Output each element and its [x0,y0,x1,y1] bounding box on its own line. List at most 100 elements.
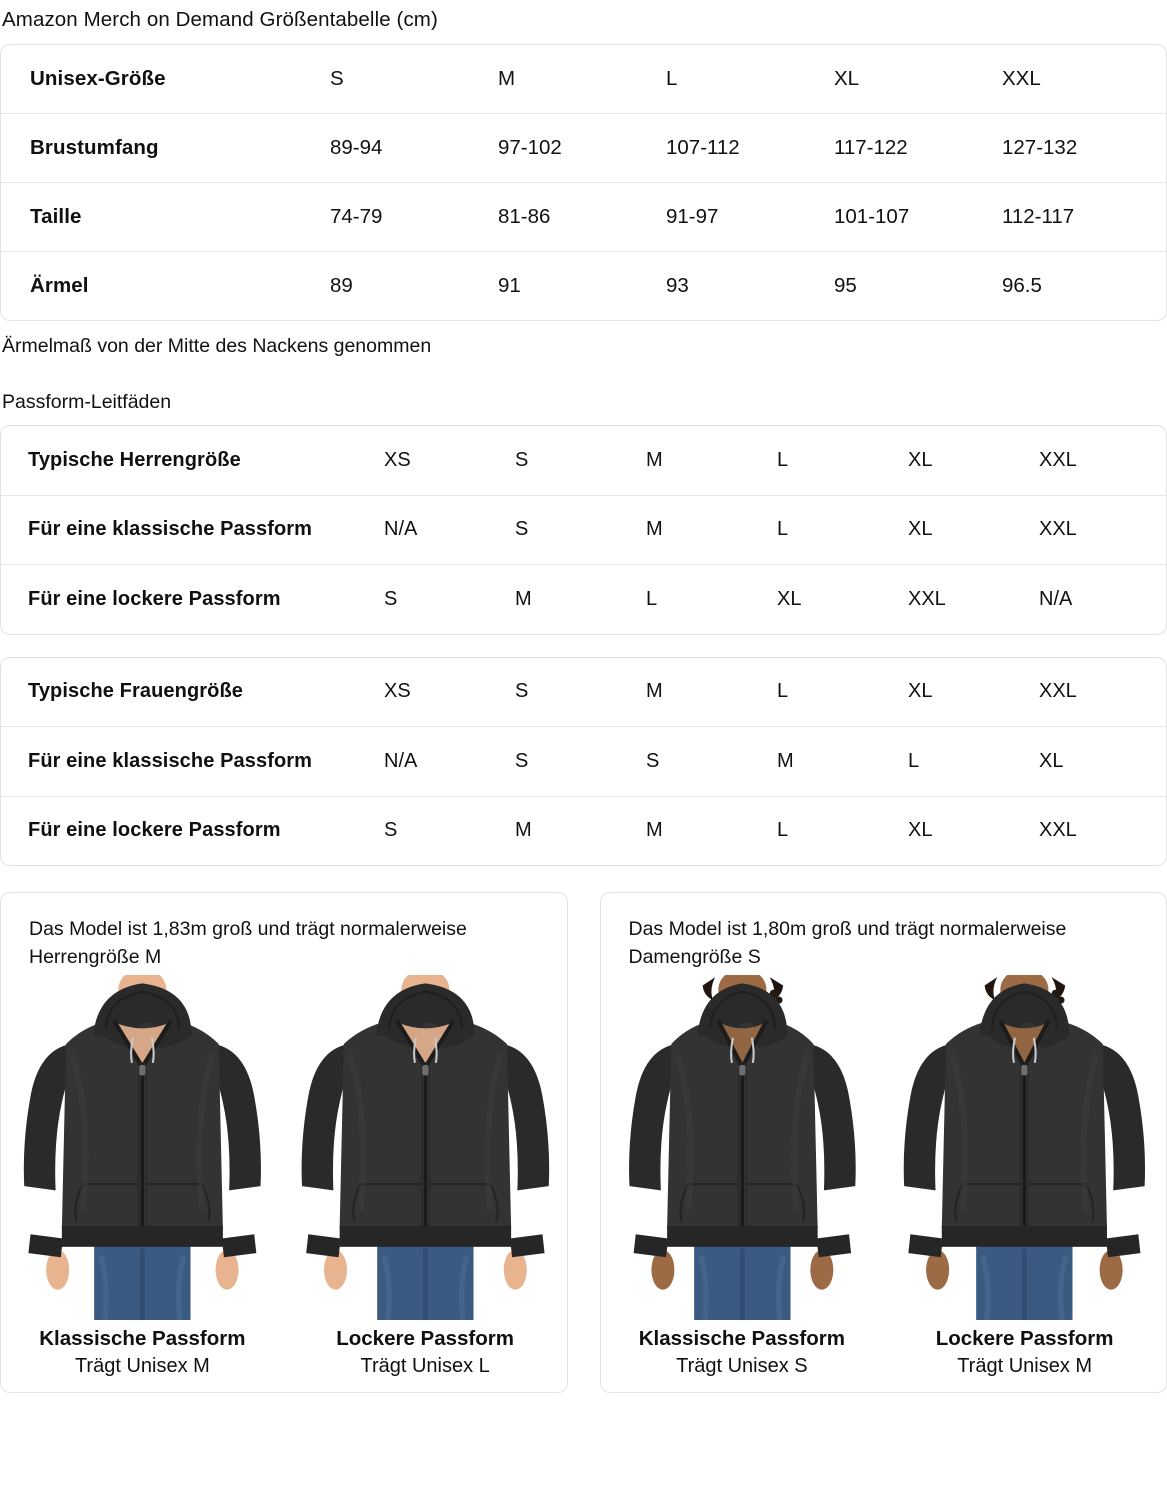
model-illustration [23,975,261,1320]
size-chart-row-label: Ärmel [1,251,326,320]
size-chart-cell: 81-86 [494,182,662,252]
mens-fit-cell: M [646,448,663,471]
model-photo-column: Klassische Passform Trägt Unisex M [1,975,284,1380]
mens-fit-cell: XL [773,564,904,634]
model-illustration [903,975,1146,1320]
womens-fit-cell: M [642,795,773,865]
womens-fit-row-label: Typische Frauengröße [28,680,244,703]
fit-label: Klassische Passform [638,1327,845,1350]
table-row: Typische Frauengröße XS S M L XL XXL [1,658,1166,727]
table-row: Für eine klassische Passform N/A S M L XL XXL [1,494,1166,565]
size-chart-column-header-s: S [330,67,344,90]
womens-fit-cell: XXL [1039,680,1077,703]
womens-fit-row-label: Für eine klassische Passform [1,726,380,796]
womens-fit-cell: M [646,680,663,703]
table-row: Für eine klassische Passform N/A S S M L XL [1,726,1166,796]
table-row: Unisex-Größe S M L XL XXL [1,45,1166,114]
size-chart-cell: 107-112 [662,113,830,183]
size-chart-row-label: Taille [1,182,326,252]
mens-fit-cell: XL [908,448,933,471]
mens-fit-cell: S [515,448,529,471]
size-chart-header-label: Unisex-Größe [30,67,166,90]
womens-fit-guide-table: Typische Frauengröße XS S M L XL XXL Für eine k… [1,658,1166,865]
model-photo [601,975,884,1320]
model-photo-column: Lockere Passform Trägt Unisex M [883,975,1166,1380]
model-photo [284,975,567,1320]
womens-fit-cell: L [904,726,1035,796]
womens-fit-cell: S [511,726,642,796]
mens-fit-guide-table: Typische Herrengröße XS S M L XL XXL Für eine k… [1,426,1166,634]
size-chart-column-header-xxl: XXL [1002,67,1041,90]
table-row: Ärmel 89 91 93 95 96.5 [1,251,1166,320]
table-row: Typische Herrengröße XS S M L XL XXL [1,426,1166,495]
size-chart-cell: 89-94 [326,113,494,183]
table-row: Taille 74-79 81-86 91-97 101-107 112-117 [1,182,1166,252]
mens-fit-row-label: Typische Herrengröße [28,448,241,471]
mens-fit-cell: S [380,564,511,634]
model-photo-column: Klassische Passform Trägt Unisex S [601,975,884,1380]
fit-label: Lockere Passform [935,1327,1114,1350]
fit-label: Klassische Passform [39,1327,246,1350]
womens-fit-cell: XS [384,680,411,703]
mens-fit-cell: XXL [1035,494,1166,565]
mens-fit-cell: L [777,448,789,471]
womens-fit-cell: M [511,795,642,865]
womens-fit-cell: XL [908,680,933,703]
mens-fit-cell: M [511,564,642,634]
table-row: Für eine lockere Passform S M M L XL XXL [1,795,1166,865]
model-photo [1,975,284,1320]
size-chart-cell: 117-122 [830,113,998,183]
size-chart-column-header-l: L [666,67,678,90]
mens-fit-cell: S [511,494,642,565]
size-chart-cell: 96.5 [998,251,1166,320]
size-chart-cell: 93 [662,251,830,320]
size-chart-card: Unisex-Größe S M L XL XXL Brustumfang 89-94 97-1… [0,44,1167,321]
sleeve-measurement-note: Ärmelmaß von der Mitte des Nackens genom… [2,335,432,357]
table-row: Brustumfang 89-94 97-102 107-112 117-122 127-… [1,113,1166,183]
size-chart-cell: 89 [326,251,494,320]
mens-fit-cell: XL [904,494,1035,565]
size-chart-row-label: Brustumfang [1,113,326,183]
womens-fit-cell: L [777,680,789,703]
size-chart-cell: 91 [494,251,662,320]
womens-fit-cell: M [773,726,904,796]
size-chart-cell: 112-117 [998,182,1166,252]
model-photos: Klassische Passform Trägt Unisex S Lo [601,975,1167,1380]
womens-fit-cell: N/A [380,726,511,796]
fit-guides-heading: Passform-Leitfäden [2,391,172,413]
womens-fit-cell: S [380,795,511,865]
size-chart-cell: 74-79 [326,182,494,252]
mens-fit-cell: L [642,564,773,634]
womens-fit-guide-card: Typische Frauengröße XS S M L XL XXL Für eine k… [0,656,1167,866]
model-cards-row: Das Model ist 1,83m groß und trägt norma… [0,892,1167,1393]
mens-fit-cell: XS [384,448,411,471]
mens-fit-cell: N/A [1035,564,1166,634]
womens-fit-cell: S [642,726,773,796]
size-chart-column-header-xl: XL [834,67,860,90]
mens-fit-guide-card: Typische Herrengröße XS S M L XL XXL Für eine k… [0,425,1167,635]
womens-fit-row-label: Für eine lockere Passform [1,795,380,865]
fit-sublabel: Trägt Unisex L [360,1355,490,1377]
table-row: Für eine lockere Passform S M L XL XXL N/A [1,564,1166,634]
fit-sublabel: Trägt Unisex M [957,1355,1093,1377]
model-card: Das Model ist 1,83m groß und trägt norma… [0,892,568,1393]
mens-fit-row-label: Für eine klassische Passform [1,494,380,565]
size-chart-cell: 101-107 [830,182,998,252]
model-caption: Das Model ist 1,80m groß und trägt norma… [628,918,1067,968]
model-photo-column: Lockere Passform Trägt Unisex L [284,975,567,1380]
mens-fit-cell: M [642,494,773,565]
model-caption: Das Model ist 1,83m groß und trägt norma… [29,918,467,968]
size-chart-cell: 97-102 [494,113,662,183]
mens-fit-row-label: Für eine lockere Passform [1,564,380,634]
model-card: Das Model ist 1,80m groß und trägt norma… [599,892,1167,1393]
size-chart-table: Unisex-Größe S M L XL XXL Brustumfang 89-94 97-1… [1,45,1166,320]
womens-fit-cell: S [515,680,529,703]
womens-fit-cell: XL [1035,726,1166,796]
page-title: Amazon Merch on Demand Größentabelle (cm… [2,8,438,31]
size-chart-cell: 91-97 [662,182,830,252]
mens-fit-cell: XXL [904,564,1035,634]
size-chart-column-header-m: M [498,67,516,90]
size-chart-cell: 127-132 [998,113,1166,183]
mens-fit-cell: L [773,494,904,565]
